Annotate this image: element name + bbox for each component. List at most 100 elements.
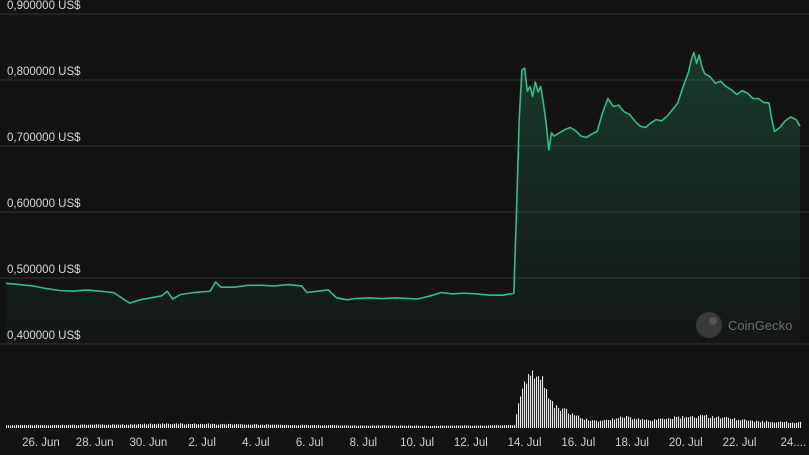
volume-bar [402, 425, 404, 428]
volume-bar [298, 425, 300, 428]
price-line [5, 51, 801, 304]
volume-bar [664, 419, 666, 428]
volume-bar [774, 422, 776, 428]
volume-bar [188, 423, 190, 428]
volume-bar [44, 425, 46, 428]
volume-bar [586, 418, 588, 428]
volume-bar [656, 419, 658, 428]
volume-bar [584, 419, 586, 428]
volume-bar [750, 420, 752, 428]
volume-bar [724, 417, 726, 428]
volume-bar [278, 424, 280, 428]
volume-bar [492, 425, 494, 428]
volume-bar [778, 422, 780, 428]
volume-bar [616, 418, 618, 428]
volume-bar [192, 424, 194, 428]
volume-bar [110, 425, 112, 428]
volume-bar [450, 425, 452, 428]
volume-bar [438, 426, 440, 428]
volume-bar [54, 425, 56, 428]
volume-bar [372, 425, 374, 428]
volume-bar [794, 423, 796, 428]
volume-bar [410, 425, 412, 428]
volume-bar [178, 424, 180, 428]
volume-bar [72, 424, 74, 428]
volume-bar [792, 422, 794, 428]
volume-bar [174, 423, 176, 428]
volume-bar [596, 420, 598, 428]
volume-bar [364, 425, 366, 428]
volume-bar [74, 424, 76, 428]
volume-bar [100, 424, 102, 428]
volume-bar [408, 425, 410, 428]
volume-bar [670, 418, 672, 428]
volume-bar [800, 421, 802, 428]
volume-bar [272, 424, 274, 428]
x-tick-label: 14. Jul [508, 437, 542, 449]
volume-bar [536, 376, 538, 428]
volume-bar [718, 416, 720, 428]
volume-bar [136, 424, 138, 428]
volume-bar [772, 422, 774, 428]
volume-bar [172, 424, 174, 428]
volume-bar [674, 416, 676, 428]
volume-bar [770, 422, 772, 428]
price-area [5, 51, 801, 345]
volume-bar [388, 425, 390, 428]
coingecko-logo-eye [709, 317, 717, 325]
volume-bar [148, 424, 150, 428]
volume-bar [10, 425, 12, 428]
volume-bar [600, 420, 602, 428]
volume-bar [14, 425, 16, 428]
price-area-fill [6, 52, 800, 345]
volume-bar [142, 424, 144, 428]
volume-bar [746, 420, 748, 428]
x-tick-label: 30. Jun [130, 437, 168, 449]
volume-bar [458, 425, 460, 428]
volume-bar [788, 423, 790, 428]
volume-bar [506, 425, 508, 428]
volume-bar [634, 418, 636, 428]
volume-bar [500, 425, 502, 428]
volume-bar [578, 415, 580, 428]
volume-bar [350, 425, 352, 428]
volume-bar [618, 418, 620, 428]
volume-bar [758, 421, 760, 428]
volume-bar [292, 425, 294, 428]
volume-bar [356, 425, 358, 428]
volume-bar [418, 425, 420, 428]
volume-bar [648, 420, 650, 428]
volume-bar [576, 415, 578, 428]
volume-bar [524, 381, 526, 428]
volume-bar [556, 405, 558, 428]
volume-bar [704, 415, 706, 428]
volume-bar [386, 425, 388, 428]
volume-bar [362, 425, 364, 428]
volume-bar [276, 424, 278, 428]
volume-bar [228, 423, 230, 428]
volume-bar [66, 424, 68, 428]
volume-bar [32, 425, 34, 428]
volume-bar [452, 425, 454, 428]
volume-bar [606, 419, 608, 428]
volume-bar [690, 416, 692, 428]
volume-bar [158, 423, 160, 428]
volume-bar [342, 425, 344, 428]
volume-bar [562, 408, 564, 428]
y-axis: 0,900000 US$ 0,800000 US$ 0,700000 US$ 0,60… [7, 0, 81, 342]
volume-bar [426, 425, 428, 428]
volume-bar [132, 424, 134, 428]
volume-bar [532, 370, 534, 428]
volume-bar [404, 425, 406, 428]
volume-bar [378, 425, 380, 428]
volume-bar [46, 425, 48, 428]
volume-bar [708, 418, 710, 428]
volume-bar [90, 424, 92, 428]
volume-bar [284, 425, 286, 428]
volume-bar [628, 416, 630, 428]
volume-bar [602, 420, 604, 428]
volume-bar [496, 425, 498, 428]
volume-bar [462, 425, 464, 428]
volume-bar [692, 416, 694, 428]
volume-bar [280, 424, 282, 428]
